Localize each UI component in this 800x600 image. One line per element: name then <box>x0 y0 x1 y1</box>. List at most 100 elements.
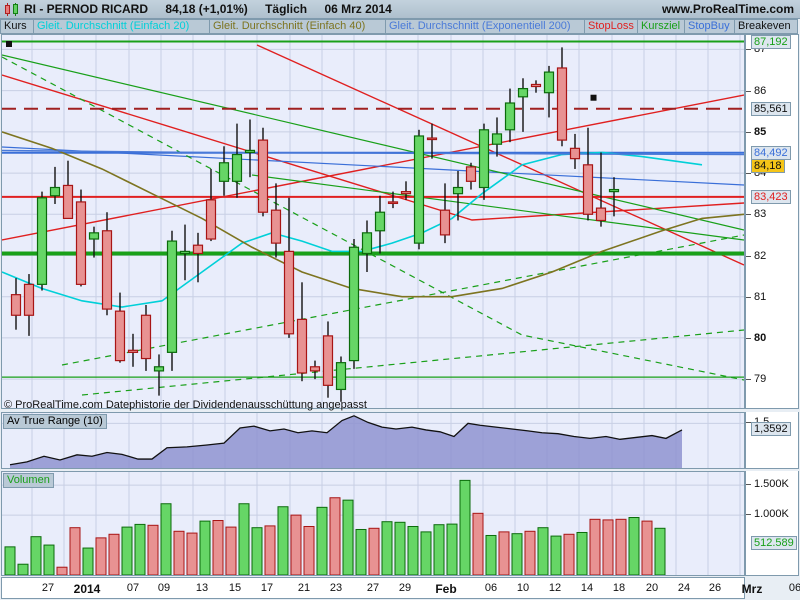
volume-axis-price-marker[interactable]: 512.589 <box>751 536 797 551</box>
price-axis-price-marker[interactable]: 84,18 <box>751 158 785 173</box>
volume-bar <box>472 512 484 575</box>
price-axis-tick <box>746 131 751 133</box>
candlestick <box>218 146 230 196</box>
volume-bar <box>264 525 276 575</box>
candlestick <box>179 224 191 281</box>
date-axis-label: 07 <box>126 582 140 594</box>
volume-bar <box>511 533 523 575</box>
volume-bar <box>407 525 419 575</box>
date-axis-label: 27 <box>366 582 380 594</box>
price-chart-panel[interactable] <box>1 34 745 409</box>
price-axis-tick-label: 85 <box>754 125 767 138</box>
volume-bar <box>147 524 159 575</box>
date-axis[interactable]: 27 2014 07 09 13 15 17 21 23 27 29 Feb 06 10 12 14 18 20 2… <box>1 577 800 599</box>
legend-item-6[interactable]: StopBuy <box>685 19 735 34</box>
trendline-2 <box>256 44 744 266</box>
volume-bar <box>498 531 510 575</box>
price-axis-tick-label: 81 <box>754 290 767 303</box>
volume-panel[interactable] <box>1 471 745 576</box>
candlestick <box>192 232 204 283</box>
legend-item-1[interactable]: Gleit. Durchschnitt (Einfach 20) <box>34 19 210 34</box>
atr-chart-canvas <box>2 413 744 468</box>
price-axis[interactable]: 87 86 85 84 83 82 81 80 79 87,192 85,561 84,492 84,1… <box>745 34 799 409</box>
legend-item-5[interactable]: Kursziel <box>638 19 685 34</box>
candlestick <box>595 152 607 227</box>
price-axis-tick <box>746 214 751 216</box>
date-axis-label: 27 <box>41 582 55 594</box>
volume-bar <box>160 503 172 575</box>
candlestick <box>127 333 139 367</box>
legend-item-3[interactable]: Gleit. Durchschnitt (Exponentiell 200) <box>386 19 585 34</box>
volume-bar <box>615 518 627 575</box>
candlestick <box>283 197 295 338</box>
indicator-legend-bar[interactable]: Kurs Gleit. Durchschnitt (Einfach 20) Glei… <box>0 19 798 34</box>
candlestick <box>296 282 308 382</box>
volume-bar <box>56 566 68 575</box>
date-axis-label: Feb <box>435 582 457 596</box>
date-axis-label: 23 <box>329 582 343 594</box>
volume-bar <box>563 533 575 575</box>
volume-bar <box>121 526 133 575</box>
volume-bar <box>602 519 614 575</box>
atr-panel-caption[interactable]: Av True Range (10) <box>3 414 107 429</box>
volume-bar <box>368 527 380 575</box>
volume-bar <box>303 525 315 575</box>
volume-bar <box>355 528 367 575</box>
price-axis-tick <box>746 90 751 92</box>
volume-bar <box>186 532 198 575</box>
candlestick <box>361 220 373 272</box>
volume-panel-caption[interactable]: Volumen <box>3 473 54 488</box>
legend-item-0[interactable]: Kurs <box>0 19 34 34</box>
date-axis-label: 18 <box>612 582 626 594</box>
candlestick <box>205 168 217 242</box>
legend-item-7[interactable]: Breakeven <box>735 19 798 34</box>
price-axis-tick <box>746 173 751 175</box>
candlestick <box>88 226 100 258</box>
candlestick <box>322 321 334 398</box>
legend-item-4[interactable]: StopLoss <box>585 19 638 34</box>
volume-bar <box>82 547 94 575</box>
volume-axis[interactable]: 1.500K 1.000K 512.589 <box>745 471 799 576</box>
volume-bar <box>589 518 601 575</box>
candlestick <box>504 88 516 143</box>
instrument-date: 06 Mrz 2014 <box>324 2 392 16</box>
candlestick <box>478 123 490 200</box>
legend-item-label: StopBuy <box>688 20 730 32</box>
candlestick <box>387 191 399 209</box>
volume-bar <box>342 499 354 575</box>
candlestick <box>452 171 464 221</box>
date-axis-label: 09 <box>157 582 171 594</box>
volume-bar <box>30 536 42 575</box>
trendline-0 <box>2 94 744 241</box>
trendline-8 <box>81 329 744 396</box>
volume-bar <box>134 523 146 575</box>
legend-item-2[interactable]: Gleit. Durchschnitt (Einfach 40) <box>210 19 386 34</box>
candlestick <box>530 80 542 93</box>
price-axis-tick-label: 80 <box>754 331 767 344</box>
candlestick <box>335 356 347 402</box>
volume-bar <box>628 517 640 575</box>
price-axis-tick-label: 83 <box>754 208 767 221</box>
volume-bar <box>459 479 471 575</box>
volume-bar <box>95 537 107 575</box>
candlestick <box>426 123 438 159</box>
atr-indicator-panel[interactable] <box>1 412 745 469</box>
candlestick <box>153 354 165 396</box>
candlestick <box>231 123 243 198</box>
price-axis-price-marker[interactable]: 84,492 <box>751 145 791 160</box>
price-axis-price-marker[interactable]: 83,423 <box>751 189 791 204</box>
candlestick <box>101 212 113 316</box>
candlestick <box>270 183 282 258</box>
volume-bar <box>277 506 289 575</box>
candlestick-icon <box>4 3 20 17</box>
volume-bar <box>108 533 120 575</box>
volume-bar <box>43 544 55 575</box>
price-axis-price-marker[interactable]: 85,561 <box>751 101 791 116</box>
volume-bar <box>212 520 224 575</box>
trendline-5 <box>2 54 744 231</box>
atr-axis-price-marker[interactable]: 1,3592 <box>751 421 791 436</box>
atr-axis[interactable]: 1,51,3592 <box>745 412 799 469</box>
legend-item-label: Kursziel <box>641 20 681 32</box>
candlestick <box>491 117 503 157</box>
price-axis-price-marker[interactable]: 87,192 <box>751 34 791 49</box>
